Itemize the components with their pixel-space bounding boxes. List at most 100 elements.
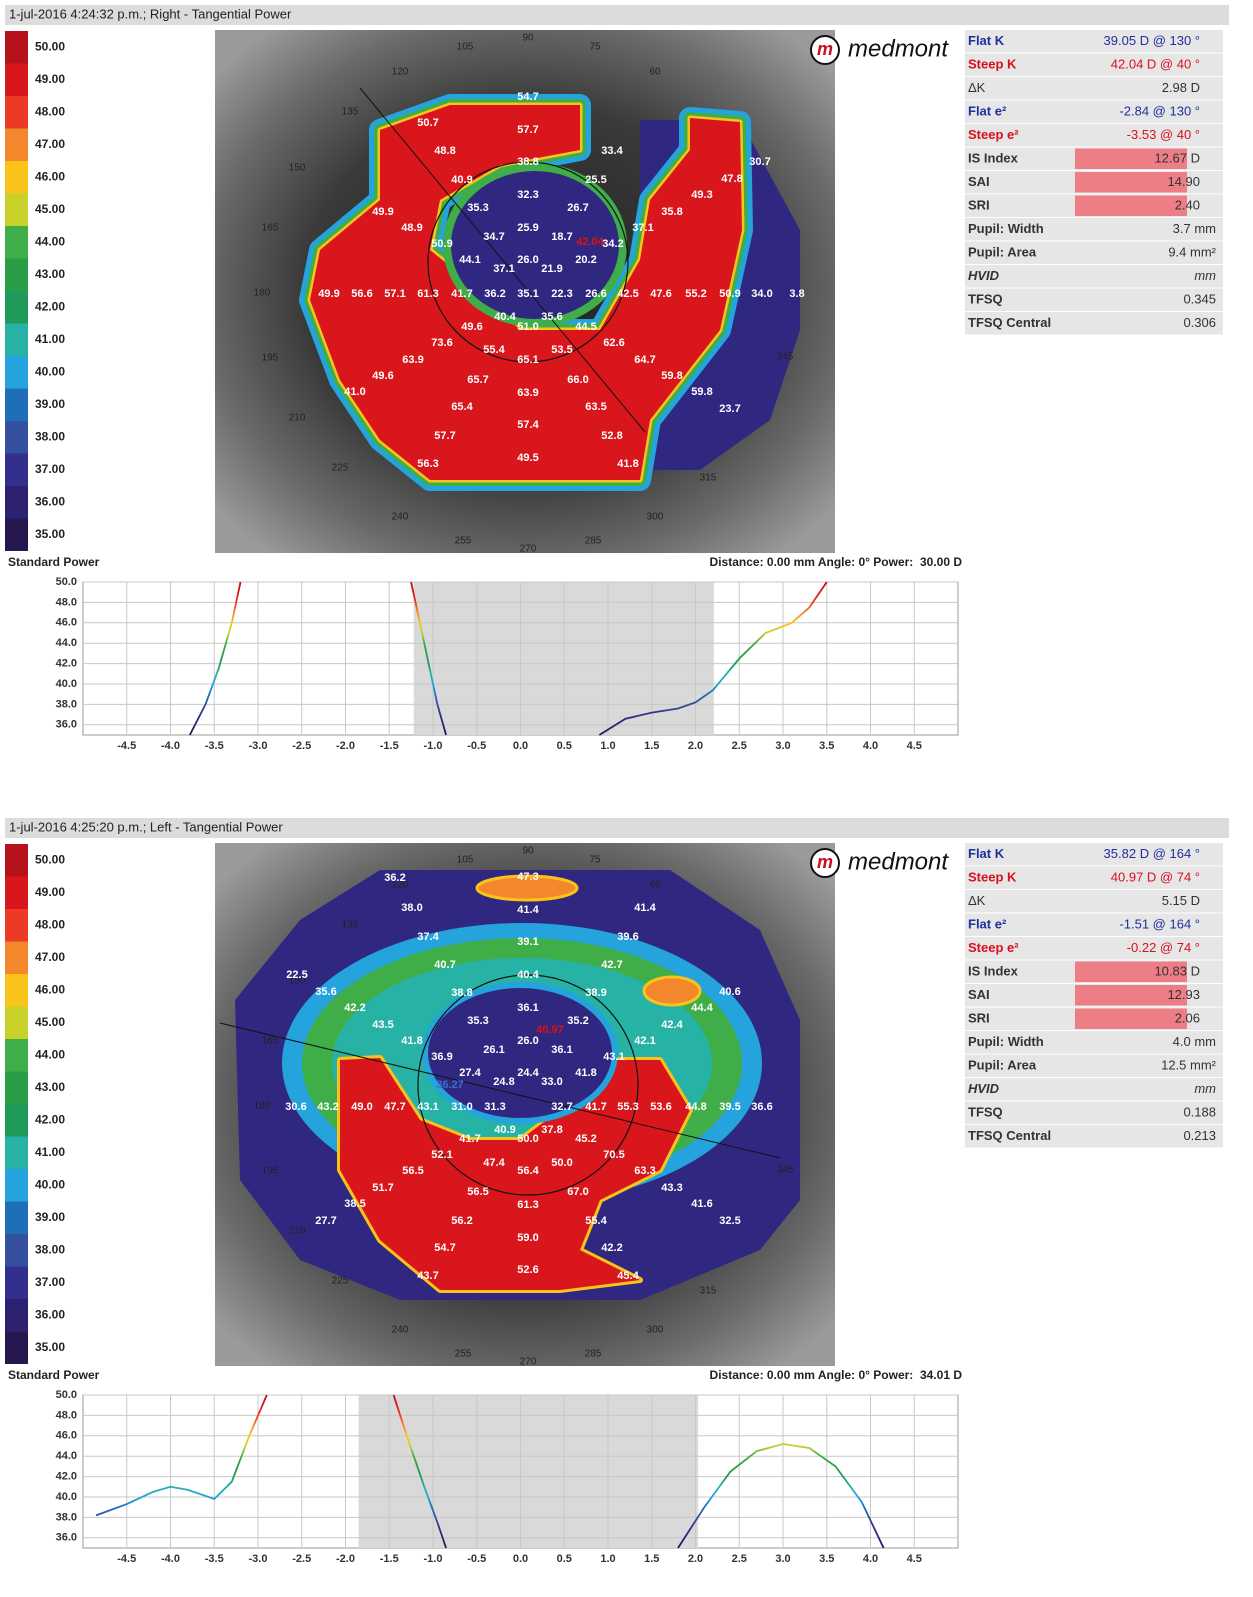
scale-label: 38.00 bbox=[35, 1242, 65, 1256]
map-layer bbox=[219, 870, 800, 1300]
stats-label: SAI bbox=[968, 174, 990, 189]
profile-info: Distance: 0.00 mm Angle: 0° Power: 30.00… bbox=[710, 555, 963, 569]
power-value: 47.8 bbox=[721, 173, 742, 185]
power-value: 20.2 bbox=[575, 254, 596, 266]
angle-label: 270 bbox=[520, 544, 537, 555]
angle-label: 105 bbox=[457, 855, 474, 866]
power-value: 24.8 bbox=[493, 1076, 514, 1088]
y-tick-label: 42.0 bbox=[56, 1471, 77, 1483]
topography-map: 105 90 75 120 60 135 150 165 180 195 210 225 240 255 2… bbox=[215, 843, 835, 1368]
angle-label: 300 bbox=[647, 512, 664, 523]
scale-label: 35.00 bbox=[35, 1340, 65, 1354]
x-tick-label: 2.5 bbox=[732, 740, 747, 752]
scale-band bbox=[5, 258, 28, 291]
power-value: 36.1 bbox=[517, 1002, 538, 1014]
power-value: 42.2 bbox=[344, 1002, 365, 1014]
power-value: 41.4 bbox=[634, 902, 656, 914]
map-region-red bbox=[310, 105, 742, 480]
scale-band bbox=[5, 226, 28, 259]
power-value: 44.1 bbox=[459, 254, 480, 266]
logo-mark: m bbox=[817, 39, 833, 59]
scale-band bbox=[5, 323, 28, 356]
x-tick-label: 0.0 bbox=[513, 740, 528, 752]
stats-label: TFSQ Central bbox=[968, 1128, 1051, 1143]
power-value: 27.4 bbox=[459, 1067, 481, 1079]
scale-band bbox=[5, 291, 28, 324]
x-tick-label: 4.0 bbox=[863, 1553, 878, 1565]
scale-label: 35.00 bbox=[35, 527, 65, 541]
y-tick-label: 42.0 bbox=[56, 658, 77, 670]
x-tick-label: 0.0 bbox=[513, 1553, 528, 1565]
power-value: 43.7 bbox=[417, 1270, 438, 1282]
power-value: 42.5 bbox=[617, 288, 638, 300]
angle-label: 225 bbox=[332, 463, 349, 474]
scale-band bbox=[5, 941, 28, 974]
stats-value: 2.06 bbox=[1175, 1010, 1200, 1025]
power-value: 36.9 bbox=[431, 1051, 452, 1063]
power-value: 49.9 bbox=[318, 288, 339, 300]
power-value: 32.7 bbox=[551, 1101, 572, 1113]
power-value: 55.2 bbox=[685, 288, 706, 300]
x-tick-label: 4.0 bbox=[863, 740, 878, 752]
stats-row bbox=[965, 913, 1223, 936]
power-value: 41.7 bbox=[459, 1133, 480, 1145]
power-value: 27.7 bbox=[315, 1215, 336, 1227]
map-region-center bbox=[422, 982, 618, 1124]
header-bar bbox=[5, 818, 1229, 838]
scale-band bbox=[5, 1234, 28, 1267]
power-value: 44.5 bbox=[575, 321, 596, 333]
scale-band bbox=[5, 1039, 28, 1072]
scale-band bbox=[5, 1136, 28, 1169]
power-value: 59.8 bbox=[691, 386, 712, 398]
stats-row bbox=[965, 241, 1223, 264]
header-bar bbox=[5, 5, 1229, 25]
power-value: 49.6 bbox=[461, 321, 482, 333]
power-value: 37.1 bbox=[493, 263, 514, 275]
x-tick-label: -4.0 bbox=[161, 740, 180, 752]
stats-row bbox=[965, 1031, 1223, 1054]
power-value: 35.1 bbox=[517, 288, 538, 300]
stats-label: HVID bbox=[968, 1081, 1000, 1096]
axis-line bbox=[359, 87, 646, 433]
stats-label: HVID bbox=[968, 268, 1000, 283]
power-value: 63.9 bbox=[402, 354, 423, 366]
scale-label: 44.00 bbox=[35, 234, 65, 248]
power-value: 31.3 bbox=[484, 1101, 505, 1113]
angle-label: 255 bbox=[455, 1349, 472, 1360]
angle-label: 90 bbox=[522, 33, 534, 44]
scale-label: 38.00 bbox=[35, 429, 65, 443]
y-tick-label: 46.0 bbox=[56, 617, 77, 629]
angle-label: 345 bbox=[777, 352, 794, 363]
stats-value: -2.84 @ 130 ° bbox=[1119, 103, 1200, 118]
scale-label: 43.00 bbox=[35, 1080, 65, 1094]
profile-info: Distance: 0.00 mm Angle: 0° Power: 34.01… bbox=[710, 1368, 963, 1382]
power-value: 40.4 bbox=[494, 311, 516, 323]
power-value: 44.8 bbox=[685, 1101, 706, 1113]
stats-label: Pupil: Area bbox=[968, 1057, 1037, 1072]
stats-value: 3.7 mm bbox=[1173, 221, 1216, 236]
x-tick-label: 3.5 bbox=[819, 740, 834, 752]
power-value: 45.2 bbox=[575, 1133, 596, 1145]
angle-label: 255 bbox=[455, 536, 472, 547]
x-tick-label: -3.5 bbox=[205, 1553, 224, 1565]
angle-label: 315 bbox=[700, 473, 717, 484]
scale-label: 49.00 bbox=[35, 72, 65, 86]
y-tick-label: 46.0 bbox=[56, 1430, 77, 1442]
x-tick-label: -3.0 bbox=[249, 740, 268, 752]
power-value: 47.3 bbox=[517, 871, 538, 883]
power-value: 41.6 bbox=[691, 1198, 712, 1210]
power-value: 26.0 bbox=[517, 1035, 538, 1047]
scale-label: 39.00 bbox=[35, 397, 65, 411]
power-value: 38.8 bbox=[451, 987, 472, 999]
scale-band bbox=[5, 1071, 28, 1104]
power-value: 56.2 bbox=[451, 1215, 472, 1227]
power-value: 37.1 bbox=[632, 222, 653, 234]
x-tick-label: -4.0 bbox=[161, 1553, 180, 1565]
scale-band bbox=[5, 1104, 28, 1137]
power-value: 55.4 bbox=[483, 344, 505, 356]
stats-label: Steep K bbox=[968, 56, 1017, 71]
x-tick-label: -2.5 bbox=[292, 1553, 311, 1565]
logo-circle bbox=[810, 848, 840, 878]
power-value: 30.7 bbox=[749, 156, 770, 168]
y-tick-label: 38.0 bbox=[56, 1511, 77, 1523]
